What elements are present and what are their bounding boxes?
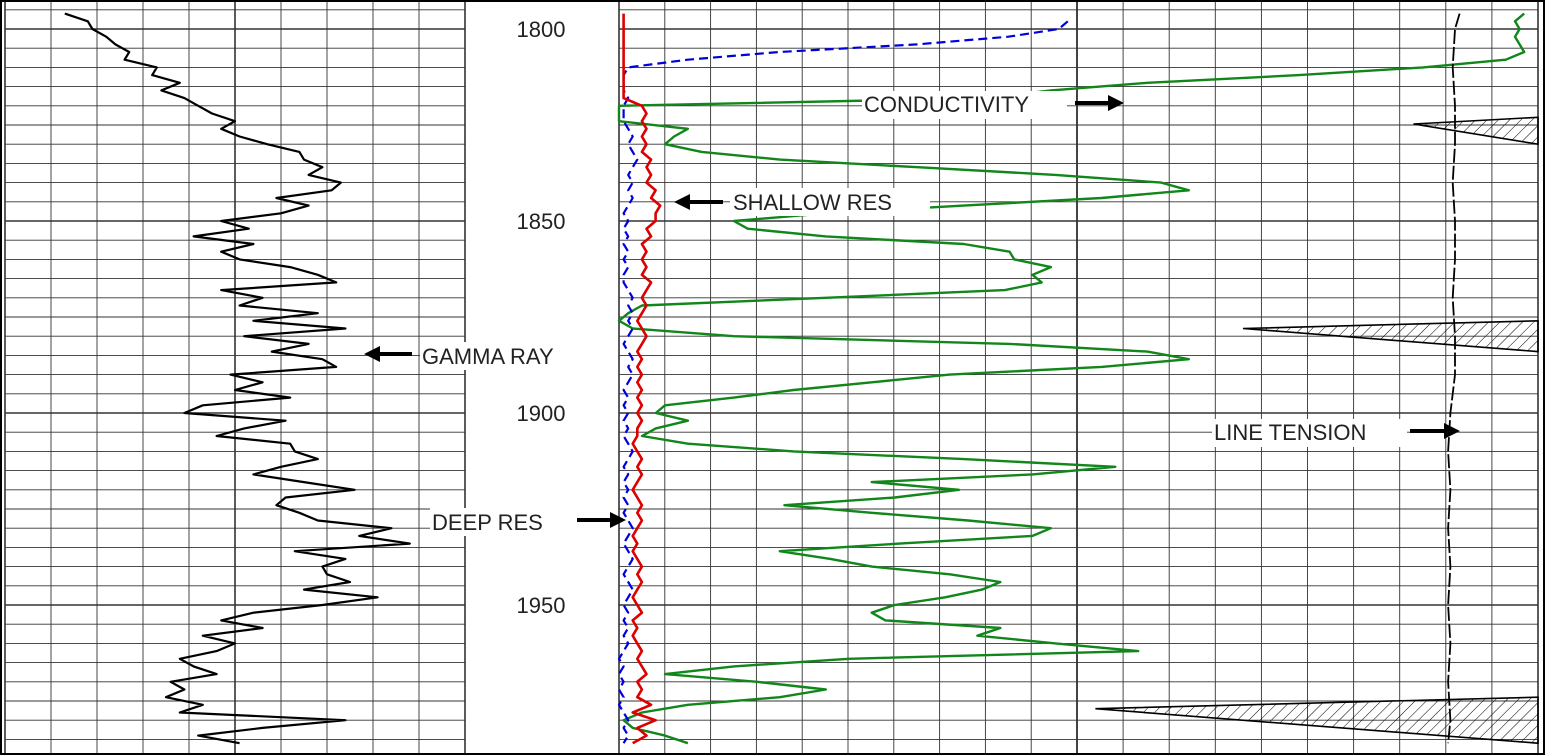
deep-label-bg [430, 508, 570, 536]
deep-res-curve [617, 20, 1069, 744]
gamma-arrow-icon [364, 346, 412, 362]
curve-layer [64, 12, 1539, 745]
depth-axis: 1800 1850 1900 1950 [517, 17, 566, 618]
depth-tick-label: 1800 [517, 17, 566, 42]
conductivity-label-bg [862, 91, 1067, 119]
tension-spike [1242, 319, 1539, 353]
gamma-ray-curve [64, 12, 411, 745]
curve-annotations: GAMMA RAY SHALLOW RES DEEP RES CONDUCTIV… [364, 91, 1460, 536]
gamma-ray-label: GAMMA RAY [422, 344, 554, 369]
shallow-label-bg [730, 188, 930, 216]
tension-spike [1413, 116, 1539, 146]
tension-arrow-icon [1410, 423, 1460, 439]
deep-res-label: DEEP RES [432, 510, 543, 535]
line-tension-label: LINE TENSION [1214, 420, 1366, 445]
tension-label-bg [1212, 419, 1407, 447]
conductivity-arrow-icon [1075, 95, 1124, 111]
conductivity-label: CONDUCTIVITY [864, 92, 1029, 117]
tension-spike [1095, 696, 1539, 745]
shallow-arrow-icon [674, 194, 723, 210]
chart-grid [4, 0, 1539, 755]
depth-tick-label: 1900 [517, 401, 566, 426]
shallow-res-curve [622, 13, 662, 745]
line-tension-curve [1447, 13, 1461, 744]
depth-tick-label: 1950 [517, 593, 566, 618]
conductivity-curve [617, 12, 1526, 745]
deep-arrow-icon [577, 512, 626, 528]
gamma-label-bg [420, 342, 585, 370]
depth-tick-label: 1850 [517, 209, 566, 234]
shallow-res-label: SHALLOW RES [733, 190, 892, 215]
